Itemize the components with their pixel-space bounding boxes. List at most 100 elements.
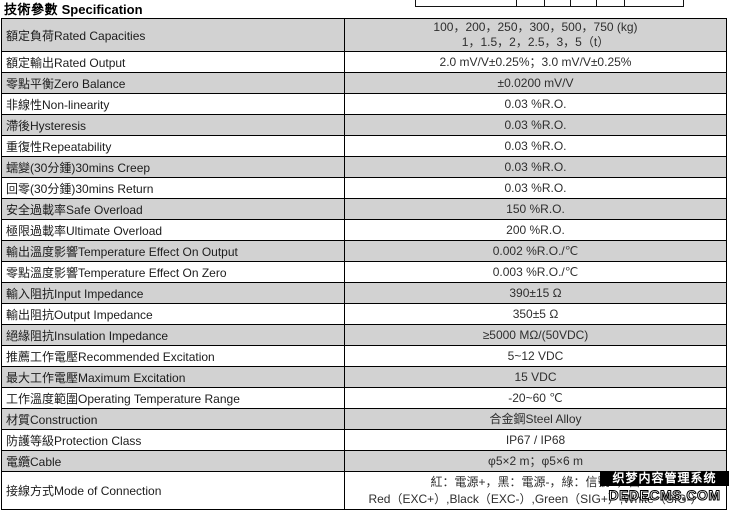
spec-label: 電纜Cable bbox=[1, 450, 345, 472]
spec-value-line: 200 %R.O. bbox=[506, 222, 565, 237]
spec-label: 蠕變(30分鍾)30mins Creep bbox=[1, 156, 345, 178]
spec-label: 輸出阻抗Output Impedance bbox=[1, 303, 345, 325]
spec-label: 零點平衡Zero Balance bbox=[1, 72, 345, 94]
spec-label: 回零(30分鍾)30mins Return bbox=[1, 177, 345, 199]
table-row: 絕緣阻抗Insulation Impedance ≥5000 MΩ/(50VDC) bbox=[1, 324, 727, 346]
spec-label: 最大工作電壓Maximum Excitation bbox=[1, 366, 345, 388]
spec-value-line: 100，200，250，300，500，750 (kg) bbox=[433, 20, 638, 34]
spec-value-line: 5~12 VDC bbox=[507, 348, 564, 363]
table-row: 額定負荷Rated Capacities 100，200，250，300，500，… bbox=[1, 18, 727, 52]
spec-label: 防護等級Protection Class bbox=[1, 429, 345, 451]
spec-value-line: 350±5 Ω bbox=[512, 306, 559, 321]
spec-value: 15 VDC bbox=[344, 366, 727, 388]
spec-value-line: 0.002 %R.O./℃ bbox=[492, 243, 579, 258]
table-edge-divider bbox=[596, 0, 597, 6]
spec-value-line: 0.03 %R.O. bbox=[504, 138, 567, 153]
table-row: 工作溫度範圍Operating Temperature Range -20~60 … bbox=[1, 387, 727, 409]
watermark-cms-name: 织梦内容管理系统 bbox=[600, 471, 729, 486]
page-title-chinese: 技術參數 bbox=[4, 2, 59, 17]
spec-value-line: φ5×2 m；φ5×6 m bbox=[488, 453, 583, 468]
spec-value: 350±5 Ω bbox=[344, 303, 727, 325]
table-edge-divider bbox=[624, 0, 625, 6]
spec-value: 0.03 %R.O. bbox=[344, 156, 727, 178]
spec-value: 200 %R.O. bbox=[344, 219, 727, 241]
table-edge-divider bbox=[544, 0, 545, 6]
spec-label: 材質Construction bbox=[1, 408, 345, 430]
spec-value: 0.002 %R.O./℃ bbox=[344, 240, 727, 262]
spec-value-line: ±0.0200 mV/V bbox=[497, 75, 574, 90]
table-edge-divider bbox=[683, 0, 684, 6]
spec-value-line: 150 %R.O. bbox=[506, 201, 565, 216]
spec-value: 0.03 %R.O. bbox=[344, 114, 727, 136]
page-title-english: Specification bbox=[61, 2, 143, 17]
spec-table-body: 額定負荷Rated Capacities 100，200，250，300，500，… bbox=[1, 18, 727, 510]
table-row: 零點溫度影響Temperature Effect On Zero 0.003 %R… bbox=[1, 261, 727, 283]
spec-label: 滯後Hysteresis bbox=[1, 114, 345, 136]
table-row: 最大工作電壓Maximum Excitation 15 VDC bbox=[1, 366, 727, 388]
spec-value-line: 0.03 %R.O. bbox=[504, 180, 567, 195]
spec-value-line: 0.03 %R.O. bbox=[504, 159, 567, 174]
table-edge-divider bbox=[570, 0, 571, 6]
table-row: 滯後Hysteresis 0.03 %R.O. bbox=[1, 114, 727, 136]
table-row: 零點平衡Zero Balance ±0.0200 mV/V bbox=[1, 72, 727, 94]
specification-table: 額定負荷Rated Capacities 100，200，250，300，500，… bbox=[1, 18, 727, 510]
spec-value: φ5×2 m；φ5×6 m bbox=[344, 450, 727, 472]
spec-label: 零點溫度影響Temperature Effect On Zero bbox=[1, 261, 345, 283]
spec-value-line: IP67 / IP68 bbox=[505, 432, 566, 447]
cropped-table-bottom-edge bbox=[415, 0, 684, 7]
spec-value: 0.003 %R.O./℃ bbox=[344, 261, 727, 283]
table-row: 防護等級Protection Class IP67 / IP68 bbox=[1, 429, 727, 451]
spec-value: 100，200，250，300，500，750 (kg) 1，1.5，2，2.5，… bbox=[344, 18, 727, 52]
table-row: 電纜Cable φ5×2 m；φ5×6 m bbox=[1, 450, 727, 472]
spec-value-line: 0.03 %R.O. bbox=[504, 117, 567, 132]
spec-value-line: 合金鋼Steel Alloy bbox=[489, 411, 582, 426]
spec-value: 5~12 VDC bbox=[344, 345, 727, 367]
spec-value-line: 1，1.5，2，2.5，3，5（t） bbox=[461, 35, 610, 49]
spec-value-line: Red（EXC+）,Black（EXC-）,Green（SIG+）,White（… bbox=[368, 491, 703, 506]
spec-label: 輸出溫度影響Temperature Effect On Output bbox=[1, 240, 345, 262]
table-row: 安全過載率Safe Overload 150 %R.O. bbox=[1, 198, 727, 220]
spec-value: -20~60 ℃ bbox=[344, 387, 727, 409]
table-row: 額定輸出Rated Output 2.0 mV/V±0.25%；3.0 mV/V±… bbox=[1, 51, 727, 73]
spec-value: ±0.0200 mV/V bbox=[344, 72, 727, 94]
watermark-cms-domain: DEDECMS.COM bbox=[608, 487, 721, 504]
table-row: 重復性Repeatability 0.03 %R.O. bbox=[1, 135, 727, 157]
spec-label: 接線方式Mode of Connection bbox=[1, 471, 345, 510]
spec-value-line: -20~60 ℃ bbox=[508, 390, 563, 405]
spec-value: 0.03 %R.O. bbox=[344, 93, 727, 115]
spec-label: 推薦工作電壓Recommended Excitation bbox=[1, 345, 345, 367]
spec-label: 重復性Repeatability bbox=[1, 135, 345, 157]
table-row: 推薦工作電壓Recommended Excitation 5~12 VDC bbox=[1, 345, 727, 367]
spec-value: ≥5000 MΩ/(50VDC) bbox=[344, 324, 727, 346]
table-edge-divider bbox=[415, 0, 416, 6]
table-row: 極限過載率Ultimate Overload 200 %R.O. bbox=[1, 219, 727, 241]
spec-label: 輸入阻抗Input Impedance bbox=[1, 282, 345, 304]
spec-value-line: 0.003 %R.O./℃ bbox=[492, 264, 579, 279]
spec-label: 非線性Non-linearity bbox=[1, 93, 345, 115]
table-row: 非線性Non-linearity 0.03 %R.O. bbox=[1, 93, 727, 115]
spec-value: 合金鋼Steel Alloy bbox=[344, 408, 727, 430]
page-title: 技術參數 Specification bbox=[4, 0, 143, 18]
spec-label: 安全過載率Safe Overload bbox=[1, 198, 345, 220]
spec-value-line: ≥5000 MΩ/(50VDC) bbox=[482, 327, 589, 342]
dedecms-watermark: 织梦内容管理系统 DEDECMS.COM bbox=[600, 471, 729, 504]
spec-label: 絕緣阻抗Insulation Impedance bbox=[1, 324, 345, 346]
spec-label: 額定輸出Rated Output bbox=[1, 51, 345, 73]
spec-value-line: 15 VDC bbox=[514, 369, 557, 384]
spec-label: 工作溫度範圍Operating Temperature Range bbox=[1, 387, 345, 409]
spec-value: 390±15 Ω bbox=[344, 282, 727, 304]
spec-label: 額定負荷Rated Capacities bbox=[1, 18, 345, 52]
table-row: 回零(30分鍾)30mins Return 0.03 %R.O. bbox=[1, 177, 727, 199]
spec-value: 2.0 mV/V±0.25%；3.0 mV/V±0.25% bbox=[344, 51, 727, 73]
table-row: 輸出阻抗Output Impedance 350±5 Ω bbox=[1, 303, 727, 325]
table-edge-divider bbox=[516, 0, 517, 6]
table-row: 輸出溫度影響Temperature Effect On Output 0.002 … bbox=[1, 240, 727, 262]
table-row: 蠕變(30分鍾)30mins Creep 0.03 %R.O. bbox=[1, 156, 727, 178]
spec-value: IP67 / IP68 bbox=[344, 429, 727, 451]
spec-label: 極限過載率Ultimate Overload bbox=[1, 219, 345, 241]
spec-value: 0.03 %R.O. bbox=[344, 135, 727, 157]
table-row: 材質Construction 合金鋼Steel Alloy bbox=[1, 408, 727, 430]
spec-value-line: 2.0 mV/V±0.25%；3.0 mV/V±0.25% bbox=[439, 54, 632, 69]
spec-value-line: 0.03 %R.O. bbox=[504, 96, 567, 111]
